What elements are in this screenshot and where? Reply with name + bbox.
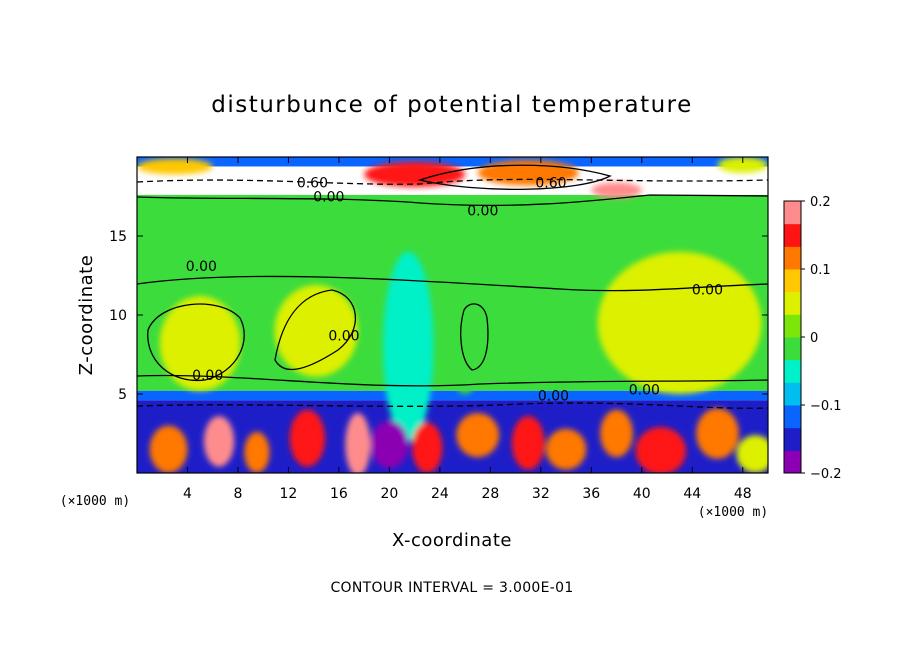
anomaly-region — [370, 420, 409, 469]
zero-contour-mid — [137, 275, 768, 292]
x-tick-label: 44 — [683, 486, 701, 502]
contour-label: 0.60 — [535, 175, 566, 191]
anomaly-region — [696, 408, 739, 459]
x-tick-label: 4 — [183, 486, 192, 502]
contour-interval-note: CONTOUR INTERVAL = 3.000E-01 — [330, 580, 573, 596]
x-axis-ticks: 4 8 12 16 20 24 28 32 36 40 44 48 — [183, 157, 752, 502]
x-tick-label: 48 — [734, 486, 752, 502]
contour-label: 0.00 — [313, 190, 344, 206]
contour-label: 0.00 — [467, 204, 498, 220]
blob-contour-center — [460, 303, 489, 371]
cold-contour-upper — [137, 178, 768, 185]
anomaly-region — [137, 158, 213, 175]
anomaly-region — [274, 284, 358, 377]
x-tick-label: 40 — [633, 486, 651, 502]
x-tick-label: 32 — [532, 486, 550, 502]
anomaly-region — [412, 422, 443, 473]
anomaly-region — [600, 409, 633, 458]
colorbar-segment — [784, 291, 801, 315]
colorbar-segment — [784, 405, 801, 429]
colorbar-segment — [784, 201, 801, 225]
anomaly-region — [203, 416, 235, 467]
y-axis-label: Z-coordinate — [76, 255, 97, 376]
anomaly-region — [456, 412, 500, 458]
colorbar: 0.2 0.1 0 −0.1 −0.2 — [783, 195, 842, 482]
blob-contour-left — [147, 303, 245, 382]
y-axis-ticks: 5 10 15 — [109, 229, 768, 403]
anomaly-region — [717, 157, 768, 173]
colorbar-tick-label: 0 — [810, 331, 818, 346]
colorbar-tick-label: 0.1 — [810, 263, 831, 278]
x-tick-label: 8 — [233, 486, 242, 502]
contour-label: 0.00 — [328, 329, 359, 345]
contour-lines — [137, 164, 768, 409]
cold-contour-lower — [137, 402, 768, 409]
colorbar-segment — [784, 314, 801, 338]
x-tick-label: 12 — [280, 486, 298, 502]
colorbar-segment — [784, 223, 801, 247]
plot-area — [137, 157, 768, 473]
zero-contour-upper — [137, 194, 768, 207]
anomaly-region — [159, 296, 241, 391]
anomaly-region — [383, 251, 434, 442]
contour-label: 0.00 — [192, 368, 223, 384]
x-tick-label: 24 — [431, 486, 449, 502]
anomaly-region — [597, 251, 762, 394]
anomaly-region — [446, 267, 485, 394]
contour-label: 0.00 — [692, 283, 723, 299]
colorbar-segment — [784, 450, 801, 474]
contour-labels: 0.600.000.000.600.000.000.000.000.000.00 — [186, 175, 723, 404]
colorbar-segment — [784, 382, 801, 406]
x-tick-label: 20 — [380, 486, 398, 502]
anomaly-region — [635, 427, 686, 473]
field-band — [137, 157, 768, 167]
colorbar-tick-label: −0.2 — [810, 467, 842, 482]
anomaly-region — [345, 412, 371, 473]
contour-label: 0.00 — [186, 259, 217, 275]
x-tick-label: 28 — [481, 486, 499, 502]
x-tick-label: 16 — [330, 486, 348, 502]
anomaly-region — [289, 409, 326, 467]
y-tick-label: 15 — [109, 229, 127, 245]
blob-contour-top-right — [417, 164, 612, 190]
x-tick-label: 36 — [582, 486, 600, 502]
field-band — [137, 390, 768, 401]
colorbar-segment — [784, 337, 801, 361]
y-tick-label: 10 — [109, 308, 127, 324]
anomaly-region — [511, 416, 545, 470]
chart-title: disturbunce of potential temperature — [211, 92, 693, 118]
x-unit-label-right: (×1000 m) — [698, 505, 768, 520]
contour-label: 0.00 — [629, 382, 660, 398]
contour-label: 0.60 — [297, 175, 328, 191]
zero-contour-lower — [137, 374, 768, 387]
contour-label: 0.00 — [538, 389, 569, 405]
colorbar-segment — [784, 359, 801, 383]
field-anomalies — [137, 157, 768, 473]
anomaly-region — [736, 435, 768, 473]
x-unit-label-left: (×1000 m) — [60, 494, 130, 509]
anomaly-region — [591, 182, 642, 199]
colorbar-tick-label: 0.2 — [810, 195, 831, 210]
colorbar-segment — [784, 246, 801, 270]
anomaly-region — [364, 161, 466, 188]
anomaly-region — [244, 431, 270, 473]
anomaly-region — [149, 425, 188, 473]
colorbar-segment — [784, 427, 801, 451]
anomaly-region — [545, 428, 587, 470]
colorbar-tick-label: −0.1 — [810, 399, 842, 414]
x-axis-label: X-coordinate — [392, 530, 512, 551]
y-tick-label: 5 — [118, 387, 127, 403]
colorbar-segment — [784, 269, 801, 293]
blob-contour-center-left — [274, 289, 356, 371]
